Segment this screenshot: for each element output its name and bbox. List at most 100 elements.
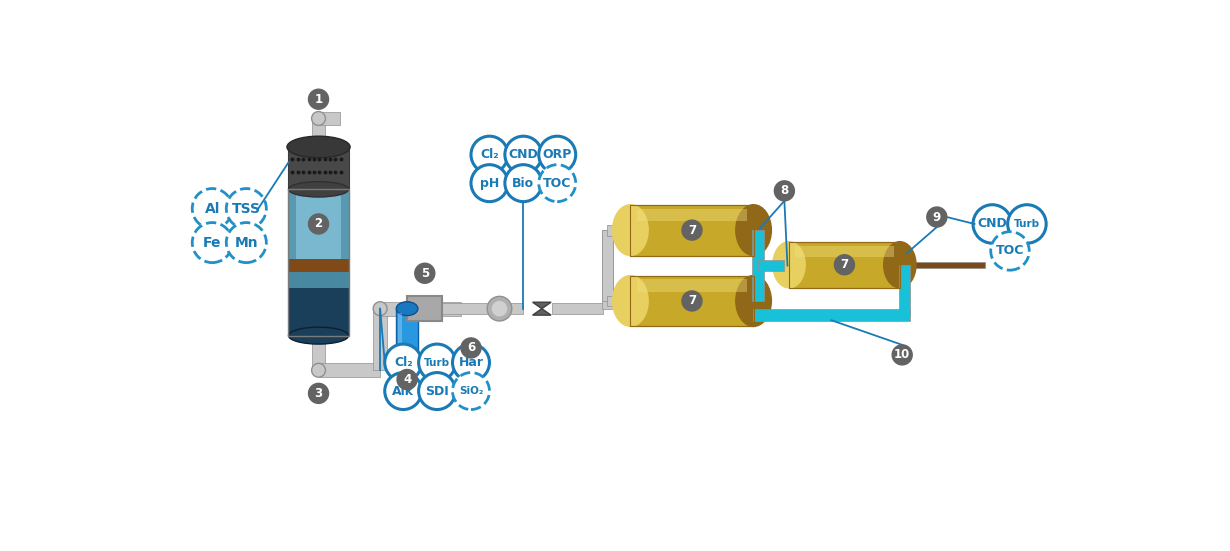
Text: TOC: TOC xyxy=(996,245,1025,257)
Circle shape xyxy=(418,372,455,409)
Text: 8: 8 xyxy=(780,185,788,197)
Ellipse shape xyxy=(373,302,387,316)
Ellipse shape xyxy=(287,136,351,158)
Circle shape xyxy=(775,181,795,201)
Text: TSS: TSS xyxy=(231,202,261,215)
FancyBboxPatch shape xyxy=(552,303,604,314)
Ellipse shape xyxy=(491,300,508,317)
Circle shape xyxy=(309,214,328,234)
FancyBboxPatch shape xyxy=(608,225,630,235)
FancyBboxPatch shape xyxy=(622,298,761,304)
Circle shape xyxy=(973,205,1011,243)
FancyBboxPatch shape xyxy=(311,118,326,149)
Text: 7: 7 xyxy=(840,258,849,271)
Ellipse shape xyxy=(289,327,348,344)
Circle shape xyxy=(471,136,508,173)
FancyBboxPatch shape xyxy=(289,258,348,273)
FancyBboxPatch shape xyxy=(289,190,348,258)
FancyBboxPatch shape xyxy=(630,276,754,326)
Circle shape xyxy=(309,383,328,403)
FancyBboxPatch shape xyxy=(311,336,326,370)
Circle shape xyxy=(539,165,576,202)
FancyBboxPatch shape xyxy=(289,273,348,288)
FancyBboxPatch shape xyxy=(319,111,339,126)
Circle shape xyxy=(453,344,490,381)
FancyBboxPatch shape xyxy=(289,190,296,258)
Text: 3: 3 xyxy=(315,387,322,400)
Circle shape xyxy=(415,263,434,283)
Circle shape xyxy=(892,345,913,365)
Text: ORP: ORP xyxy=(542,148,572,161)
Text: 10: 10 xyxy=(894,348,910,361)
Circle shape xyxy=(309,89,328,109)
Ellipse shape xyxy=(289,182,348,197)
FancyBboxPatch shape xyxy=(319,363,380,377)
Circle shape xyxy=(418,344,455,381)
Circle shape xyxy=(385,372,422,409)
Text: Bio: Bio xyxy=(512,177,534,190)
Ellipse shape xyxy=(883,242,916,288)
FancyBboxPatch shape xyxy=(758,260,785,271)
FancyBboxPatch shape xyxy=(442,303,523,314)
Text: 7: 7 xyxy=(688,224,696,236)
Circle shape xyxy=(681,291,702,311)
Text: Turb: Turb xyxy=(1014,219,1041,229)
FancyBboxPatch shape xyxy=(795,246,894,257)
Text: 1: 1 xyxy=(315,93,322,106)
Text: CND: CND xyxy=(508,148,539,161)
FancyBboxPatch shape xyxy=(407,296,442,321)
Text: Cl₂: Cl₂ xyxy=(480,148,499,161)
FancyBboxPatch shape xyxy=(608,295,630,306)
Text: CND: CND xyxy=(978,218,1007,230)
Text: Har: Har xyxy=(459,356,483,369)
Text: Cl₂: Cl₂ xyxy=(394,356,412,369)
Circle shape xyxy=(681,220,702,240)
Circle shape xyxy=(834,255,855,275)
Circle shape xyxy=(539,136,576,173)
Text: 6: 6 xyxy=(467,342,475,354)
Text: Turb: Turb xyxy=(424,358,450,368)
FancyBboxPatch shape xyxy=(622,227,761,233)
Text: 5: 5 xyxy=(421,267,429,280)
Ellipse shape xyxy=(613,276,648,326)
Circle shape xyxy=(453,372,490,409)
Polygon shape xyxy=(533,309,551,315)
Circle shape xyxy=(504,136,542,173)
Text: 7: 7 xyxy=(688,294,696,307)
FancyBboxPatch shape xyxy=(396,309,418,363)
Ellipse shape xyxy=(736,276,771,326)
FancyBboxPatch shape xyxy=(373,309,387,370)
Circle shape xyxy=(226,188,267,229)
FancyBboxPatch shape xyxy=(637,209,748,222)
Text: 9: 9 xyxy=(932,210,941,224)
Ellipse shape xyxy=(736,205,771,256)
Ellipse shape xyxy=(772,242,806,288)
Circle shape xyxy=(385,344,422,381)
Text: Alk: Alk xyxy=(392,385,415,398)
FancyBboxPatch shape xyxy=(380,302,461,316)
Ellipse shape xyxy=(487,296,512,321)
FancyBboxPatch shape xyxy=(637,279,748,292)
FancyBboxPatch shape xyxy=(753,230,764,301)
Ellipse shape xyxy=(613,205,648,256)
Circle shape xyxy=(927,207,947,227)
Text: Fe: Fe xyxy=(203,236,221,250)
Circle shape xyxy=(397,370,417,390)
Text: SDI: SDI xyxy=(426,385,449,398)
Text: TOC: TOC xyxy=(542,177,572,190)
Text: Mn: Mn xyxy=(235,236,258,250)
Text: 2: 2 xyxy=(315,218,322,230)
Text: Al: Al xyxy=(204,202,220,215)
Ellipse shape xyxy=(400,357,415,376)
FancyBboxPatch shape xyxy=(788,242,900,288)
Circle shape xyxy=(461,338,481,358)
FancyBboxPatch shape xyxy=(341,190,348,258)
Circle shape xyxy=(192,188,232,229)
Ellipse shape xyxy=(311,363,326,377)
Ellipse shape xyxy=(396,302,418,316)
Text: 4: 4 xyxy=(403,373,411,386)
FancyBboxPatch shape xyxy=(753,309,910,321)
Circle shape xyxy=(990,231,1030,270)
Text: SiO₂: SiO₂ xyxy=(459,386,483,396)
FancyBboxPatch shape xyxy=(630,205,754,256)
